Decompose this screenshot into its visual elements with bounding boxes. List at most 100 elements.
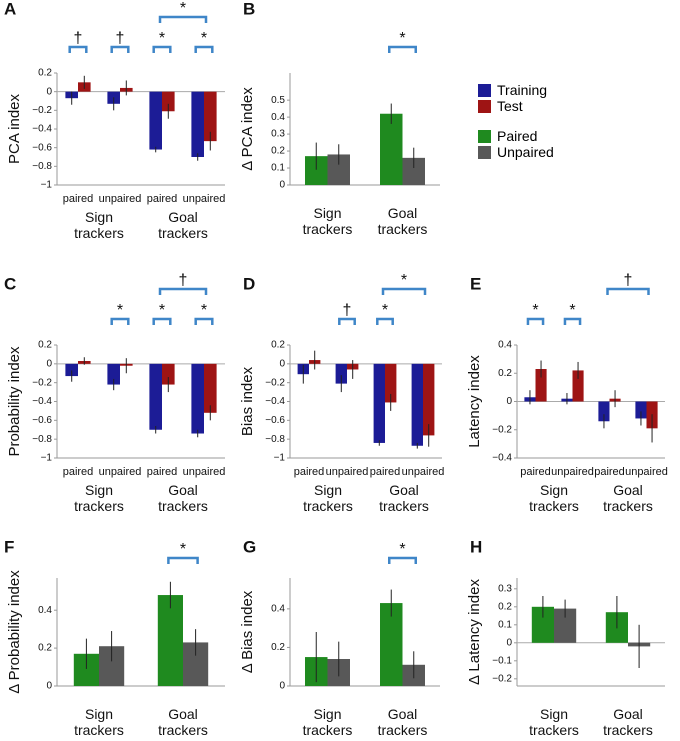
group-label: Goal trackers xyxy=(158,209,208,241)
y-tick-label: 0.2 xyxy=(271,146,285,157)
y-tick-label: 0 xyxy=(506,396,512,407)
bar xyxy=(635,401,647,419)
legend-label: Training xyxy=(497,82,548,98)
significance-bracket xyxy=(110,317,130,325)
x-tick-label: Goal trackers xyxy=(603,706,653,738)
y-axis-label: Bias index xyxy=(239,366,256,436)
significance-bracket xyxy=(158,287,208,295)
significance-bracket xyxy=(563,317,582,325)
y-axis-label: Δ PCA index xyxy=(239,87,256,171)
y-axis-label: PCA index xyxy=(6,93,23,164)
y-tick-label: 0.4 xyxy=(498,340,512,351)
x-tick-label: Goal trackers xyxy=(158,706,208,738)
y-tick-label: −0.4 xyxy=(32,396,52,407)
group-label: Goal trackers xyxy=(603,482,653,514)
bar xyxy=(535,369,547,402)
legend-swatch xyxy=(478,129,491,143)
y-tick-label: −0.2 xyxy=(32,105,52,116)
significance-label: * xyxy=(201,302,207,319)
panel-label: D xyxy=(243,274,255,293)
x-tick-label: paired xyxy=(147,193,178,205)
bar xyxy=(327,154,350,185)
legend-label: Paired xyxy=(497,128,538,144)
legend-label: Test xyxy=(497,98,523,114)
bar xyxy=(305,156,328,185)
bar xyxy=(380,113,403,185)
bar xyxy=(554,608,577,643)
x-tick-label: paired xyxy=(594,466,625,478)
y-tick-label: 0.4 xyxy=(271,112,285,123)
group-label: Sign trackers xyxy=(74,209,124,241)
y-tick-label: 0 xyxy=(279,681,285,692)
group-label: Goal trackers xyxy=(379,482,429,514)
significance-label: * xyxy=(117,302,123,319)
bar xyxy=(157,595,183,686)
y-tick-label: −1 xyxy=(41,180,53,191)
significance-bracket xyxy=(167,556,199,564)
significance-bracket xyxy=(606,287,650,295)
y-tick-label: 0.2 xyxy=(271,340,285,351)
y-tick-label: −0.2 xyxy=(492,673,512,684)
legend-swatch xyxy=(478,145,491,159)
y-tick-label: −0.2 xyxy=(492,424,512,435)
bar xyxy=(107,363,120,385)
bar xyxy=(373,363,385,443)
panel-label: C xyxy=(4,274,16,293)
y-axis-label: Δ Probability index xyxy=(6,570,23,694)
bar xyxy=(162,363,175,385)
bar xyxy=(191,91,204,157)
significance-label: * xyxy=(382,302,388,319)
significance-bracket xyxy=(376,317,394,325)
legend-swatch xyxy=(478,83,491,97)
y-tick-label: 0.2 xyxy=(271,642,285,653)
y-axis-label: Δ Latency index xyxy=(466,579,483,685)
significance-bracket xyxy=(68,45,88,53)
significance-label: * xyxy=(180,541,186,558)
panel-label: B xyxy=(243,0,255,18)
y-tick-label: 0.3 xyxy=(271,129,285,140)
y-axis-label: Probability index xyxy=(6,346,23,457)
y-tick-label: 0 xyxy=(506,637,512,648)
x-tick-label: Sign trackers xyxy=(302,706,353,738)
x-tick-label: Sign trackers xyxy=(302,205,353,237)
bar xyxy=(65,363,78,377)
x-tick-label: paired xyxy=(294,466,325,478)
bar xyxy=(411,363,423,446)
significance-label: * xyxy=(180,0,186,17)
bar xyxy=(423,363,435,436)
significance-bracket xyxy=(152,45,172,53)
bar xyxy=(204,363,217,413)
y-tick-label: 0.1 xyxy=(271,163,285,174)
y-tick-label: 0.2 xyxy=(498,368,512,379)
y-tick-label: 0 xyxy=(46,86,52,97)
significance-label: * xyxy=(401,272,407,289)
significance-bracket xyxy=(194,317,214,325)
significance-bracket xyxy=(158,15,208,23)
x-tick-label: unpaired xyxy=(402,466,445,478)
y-tick-label: −0.4 xyxy=(492,453,512,464)
significance-label: † xyxy=(179,272,188,289)
bar xyxy=(385,363,397,403)
y-tick-label: −0.6 xyxy=(32,142,52,153)
x-tick-label: unpaired xyxy=(99,466,142,478)
group-label: Sign trackers xyxy=(529,482,579,514)
x-tick-label: unpaired xyxy=(99,193,142,205)
panel-label: F xyxy=(4,537,14,556)
bar xyxy=(162,91,175,112)
panel-label: E xyxy=(470,274,481,293)
x-tick-label: paired xyxy=(520,466,551,478)
significance-label: * xyxy=(159,30,165,47)
bar xyxy=(204,91,217,142)
significance-bracket xyxy=(110,45,130,53)
y-tick-label: 0.2 xyxy=(38,643,52,654)
legend-entry: Paired xyxy=(478,128,554,144)
y-tick-label: 0.3 xyxy=(498,583,512,594)
legend: Training Test Paired Unpaired xyxy=(478,82,554,160)
group-label: Sign trackers xyxy=(303,482,353,514)
bar xyxy=(402,157,425,185)
y-tick-label: 0.5 xyxy=(271,95,285,106)
x-tick-label: Goal trackers xyxy=(377,205,428,237)
x-tick-label: Sign trackers xyxy=(529,706,579,738)
y-tick-label: 0.1 xyxy=(498,619,512,630)
panel-label: H xyxy=(470,537,482,556)
